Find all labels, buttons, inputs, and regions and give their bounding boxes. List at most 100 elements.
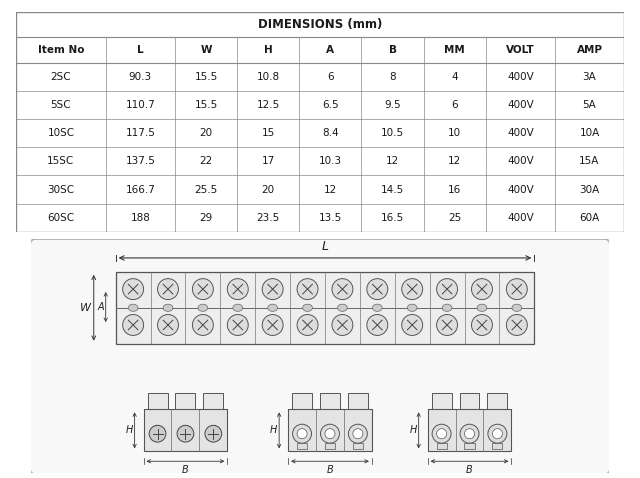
Ellipse shape (303, 304, 312, 311)
Text: 30A: 30A (579, 185, 600, 195)
Ellipse shape (233, 304, 243, 311)
Circle shape (262, 315, 283, 336)
Circle shape (297, 429, 307, 439)
Text: 9.5: 9.5 (384, 100, 401, 110)
Text: W: W (80, 303, 91, 313)
Bar (297, 443, 307, 449)
Text: 15.5: 15.5 (195, 72, 218, 82)
Text: 60A: 60A (579, 213, 600, 223)
Circle shape (488, 424, 507, 443)
Circle shape (367, 315, 388, 336)
Text: 15: 15 (262, 128, 275, 138)
Bar (16, 147, 624, 175)
Bar (16, 12, 624, 37)
Circle shape (149, 425, 166, 442)
Text: A: A (97, 302, 104, 312)
Text: 400V: 400V (507, 100, 534, 110)
Text: B: B (466, 465, 473, 475)
Bar (292, 393, 312, 410)
Circle shape (332, 315, 353, 336)
Text: B: B (182, 465, 189, 475)
Circle shape (353, 429, 363, 439)
Text: 12: 12 (324, 185, 337, 195)
Ellipse shape (512, 304, 522, 311)
Bar (204, 393, 223, 410)
Text: W: W (200, 45, 212, 55)
Bar (16, 175, 624, 204)
Text: Item No: Item No (38, 45, 84, 55)
Circle shape (472, 315, 492, 336)
Text: 10.3: 10.3 (319, 156, 342, 166)
Text: AMP: AMP (577, 45, 602, 55)
Bar (325, 443, 335, 449)
Ellipse shape (163, 304, 173, 311)
Text: 3A: 3A (582, 72, 596, 82)
Bar (436, 443, 447, 449)
Text: 10SC: 10SC (47, 128, 74, 138)
Circle shape (227, 279, 248, 300)
Text: 15SC: 15SC (47, 156, 74, 166)
Bar (16, 91, 624, 119)
Text: L: L (137, 45, 143, 55)
Text: 15A: 15A (579, 156, 600, 166)
Bar (320, 393, 340, 410)
Text: 5A: 5A (582, 100, 596, 110)
Circle shape (262, 279, 283, 300)
Text: H: H (125, 425, 132, 435)
Bar (175, 393, 195, 410)
Text: 2SC: 2SC (51, 72, 71, 82)
Text: 10.8: 10.8 (257, 72, 280, 82)
Ellipse shape (477, 304, 487, 311)
Text: 16.5: 16.5 (381, 213, 404, 223)
Circle shape (432, 424, 451, 443)
Bar (492, 443, 502, 449)
Text: 6.5: 6.5 (322, 100, 339, 110)
Circle shape (460, 424, 479, 443)
Text: L: L (321, 240, 328, 253)
Circle shape (472, 279, 492, 300)
Circle shape (332, 279, 353, 300)
Circle shape (492, 429, 502, 439)
Circle shape (227, 315, 248, 336)
Bar (148, 393, 168, 410)
Text: 14.5: 14.5 (381, 185, 404, 195)
Circle shape (506, 279, 527, 300)
Circle shape (297, 279, 318, 300)
Bar (116, 272, 534, 344)
Text: 110.7: 110.7 (125, 100, 156, 110)
Bar (288, 410, 372, 451)
Ellipse shape (128, 304, 138, 311)
Text: 400V: 400V (507, 185, 534, 195)
Text: 17: 17 (262, 156, 275, 166)
Bar (143, 410, 227, 451)
Circle shape (177, 425, 194, 442)
Text: 12.5: 12.5 (257, 100, 280, 110)
Bar (353, 443, 363, 449)
Text: H: H (410, 425, 417, 435)
Text: 400V: 400V (507, 72, 534, 82)
Text: 6: 6 (451, 100, 458, 110)
Ellipse shape (442, 304, 452, 311)
Text: 166.7: 166.7 (125, 185, 156, 195)
Text: 117.5: 117.5 (125, 128, 156, 138)
Text: 22: 22 (200, 156, 212, 166)
Text: 137.5: 137.5 (125, 156, 156, 166)
Bar (16, 119, 624, 147)
Circle shape (436, 315, 458, 336)
Circle shape (205, 425, 221, 442)
Text: 23.5: 23.5 (257, 213, 280, 223)
Text: 30SC: 30SC (47, 185, 74, 195)
Circle shape (325, 429, 335, 439)
Bar (460, 393, 479, 410)
Text: 12: 12 (386, 156, 399, 166)
Circle shape (123, 315, 143, 336)
Circle shape (348, 424, 367, 443)
Circle shape (123, 279, 143, 300)
Text: B: B (388, 45, 397, 55)
Text: 12: 12 (448, 156, 461, 166)
Text: 13.5: 13.5 (319, 213, 342, 223)
Ellipse shape (268, 304, 278, 311)
Circle shape (157, 315, 179, 336)
Ellipse shape (337, 304, 348, 311)
Circle shape (402, 315, 422, 336)
